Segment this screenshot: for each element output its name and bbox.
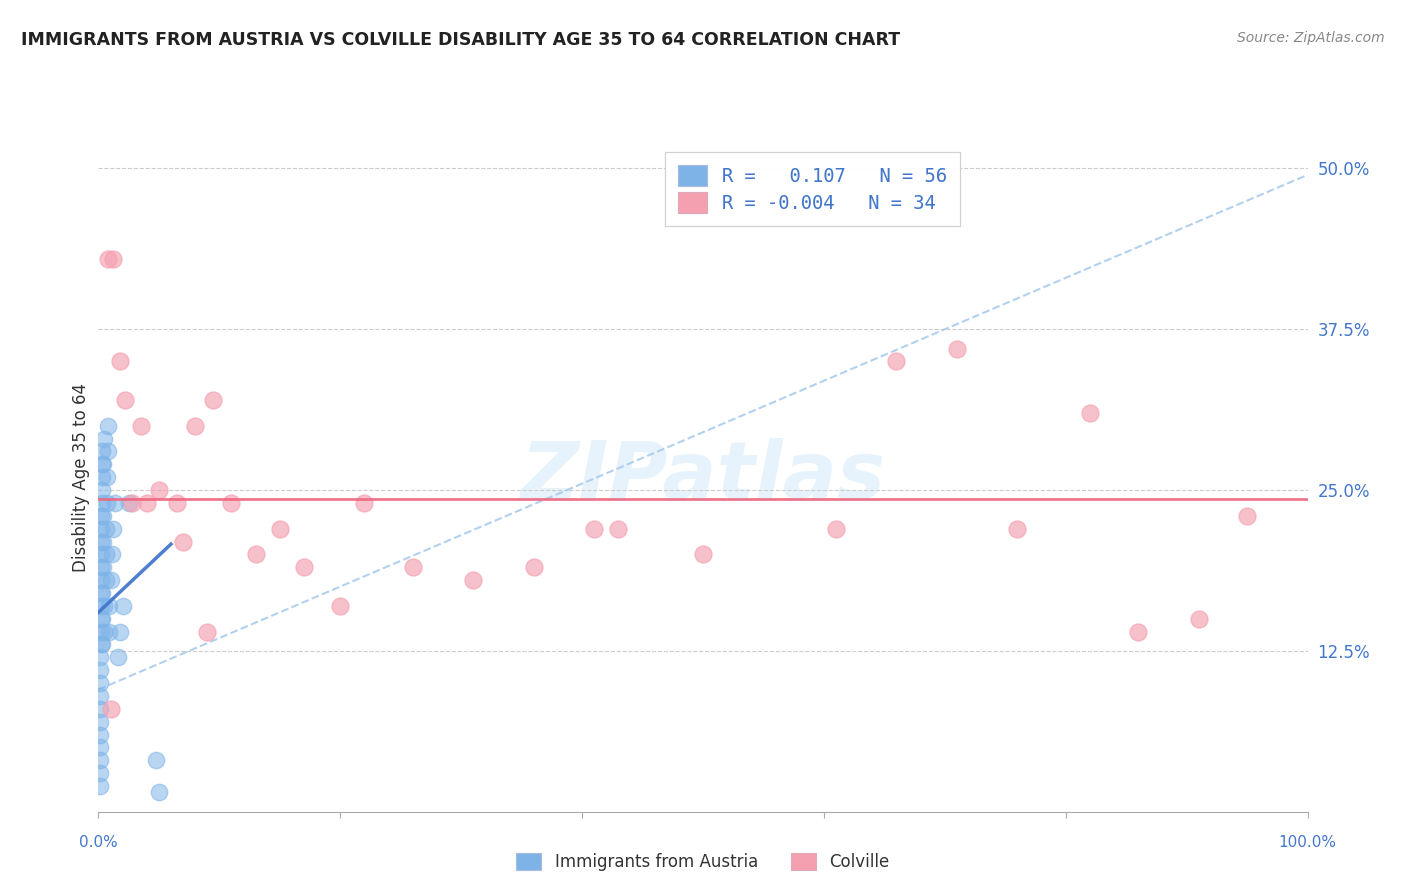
Point bbox=[89, 663, 111, 677]
Point bbox=[96, 470, 118, 484]
Point bbox=[184, 418, 207, 433]
Point bbox=[108, 624, 131, 639]
Point bbox=[89, 676, 111, 690]
Point bbox=[91, 534, 114, 549]
Point bbox=[97, 252, 120, 266]
Point bbox=[89, 727, 111, 741]
Point bbox=[104, 496, 127, 510]
Point bbox=[94, 522, 117, 536]
Point bbox=[91, 496, 114, 510]
Point bbox=[89, 766, 111, 780]
Point bbox=[89, 779, 111, 793]
Point bbox=[886, 354, 908, 368]
Point bbox=[90, 586, 112, 600]
Point bbox=[1188, 612, 1211, 626]
Point bbox=[98, 624, 121, 639]
Point bbox=[94, 573, 117, 587]
Point bbox=[269, 522, 291, 536]
Point bbox=[90, 612, 112, 626]
Point bbox=[148, 785, 170, 799]
Point bbox=[91, 560, 114, 574]
Point bbox=[90, 508, 112, 523]
Legend: R =   0.107   N = 56, R = -0.004   N = 34: R = 0.107 N = 56, R = -0.004 N = 34 bbox=[665, 153, 960, 226]
Point bbox=[93, 432, 115, 446]
Point bbox=[129, 418, 152, 433]
Point bbox=[100, 573, 122, 587]
Point bbox=[89, 740, 111, 755]
Legend: Immigrants from Austria, Colville: Immigrants from Austria, Colville bbox=[508, 845, 898, 880]
Point bbox=[1007, 522, 1029, 536]
Point bbox=[90, 534, 112, 549]
Point bbox=[145, 753, 167, 767]
Point bbox=[100, 548, 122, 562]
Point bbox=[100, 702, 122, 716]
Point bbox=[97, 444, 120, 458]
Point bbox=[90, 599, 112, 613]
Point bbox=[607, 522, 630, 536]
Point bbox=[148, 483, 170, 497]
Text: 0.0%: 0.0% bbox=[79, 836, 118, 850]
Point bbox=[93, 599, 115, 613]
Point bbox=[946, 342, 969, 356]
Point bbox=[245, 548, 267, 562]
Text: ZIPatlas: ZIPatlas bbox=[520, 438, 886, 516]
Point bbox=[91, 470, 114, 484]
Point bbox=[89, 689, 111, 703]
Point bbox=[91, 444, 114, 458]
Point bbox=[98, 599, 121, 613]
Point bbox=[523, 560, 546, 574]
Point bbox=[1128, 624, 1150, 639]
Point bbox=[121, 496, 143, 510]
Point bbox=[329, 599, 352, 613]
Point bbox=[91, 612, 114, 626]
Point bbox=[90, 573, 112, 587]
Point bbox=[195, 624, 218, 639]
Point bbox=[89, 650, 111, 665]
Point bbox=[583, 522, 606, 536]
Point bbox=[107, 650, 129, 665]
Point bbox=[221, 496, 243, 510]
Point bbox=[353, 496, 375, 510]
Point bbox=[90, 548, 112, 562]
Point bbox=[91, 637, 114, 651]
Point bbox=[172, 534, 194, 549]
Point bbox=[402, 560, 425, 574]
Point bbox=[292, 560, 315, 574]
Point bbox=[90, 624, 112, 639]
Point bbox=[90, 522, 112, 536]
Point bbox=[89, 702, 111, 716]
Point bbox=[111, 599, 134, 613]
Point bbox=[91, 458, 114, 472]
Text: 100.0%: 100.0% bbox=[1278, 836, 1337, 850]
Point bbox=[96, 496, 118, 510]
Point bbox=[94, 548, 117, 562]
Point bbox=[135, 496, 157, 510]
Point bbox=[101, 252, 124, 266]
Point bbox=[202, 392, 225, 407]
Point bbox=[91, 586, 114, 600]
Point bbox=[166, 496, 188, 510]
Point bbox=[1236, 508, 1258, 523]
Point bbox=[90, 560, 112, 574]
Point bbox=[89, 753, 111, 767]
Point bbox=[90, 637, 112, 651]
Point bbox=[101, 522, 124, 536]
Point bbox=[91, 458, 114, 472]
Point bbox=[97, 418, 120, 433]
Point bbox=[118, 496, 141, 510]
Point bbox=[825, 522, 848, 536]
Point bbox=[89, 714, 111, 729]
Point bbox=[114, 392, 136, 407]
Point bbox=[1078, 406, 1101, 420]
Text: Source: ZipAtlas.com: Source: ZipAtlas.com bbox=[1237, 31, 1385, 45]
Text: IMMIGRANTS FROM AUSTRIA VS COLVILLE DISABILITY AGE 35 TO 64 CORRELATION CHART: IMMIGRANTS FROM AUSTRIA VS COLVILLE DISA… bbox=[21, 31, 900, 49]
Point bbox=[108, 354, 131, 368]
Point bbox=[93, 624, 115, 639]
Point bbox=[91, 483, 114, 497]
Point bbox=[692, 548, 714, 562]
Point bbox=[91, 508, 114, 523]
Point bbox=[463, 573, 485, 587]
Y-axis label: Disability Age 35 to 64: Disability Age 35 to 64 bbox=[72, 383, 90, 572]
